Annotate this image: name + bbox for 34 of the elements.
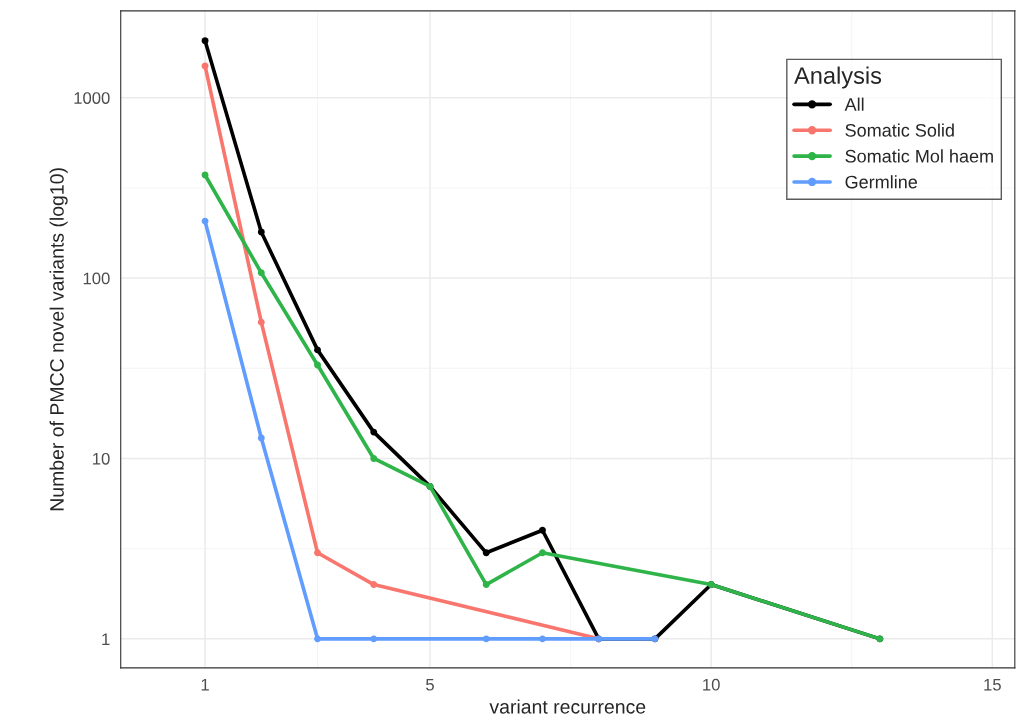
y-axis-title: Number of PMCC novel variants (log10) <box>49 168 68 511</box>
point <box>314 549 321 557</box>
point <box>201 37 209 45</box>
legend-title: Analysis <box>794 66 882 89</box>
point <box>370 428 378 436</box>
x-tick-label: 5 <box>426 678 434 691</box>
point <box>257 228 265 236</box>
point <box>482 581 490 589</box>
point <box>370 635 378 643</box>
point <box>257 434 265 442</box>
point <box>538 549 546 557</box>
x-tick-label: 1 <box>201 678 209 691</box>
legend-label: All <box>844 97 864 111</box>
y-tick-label: 10 <box>93 452 110 465</box>
point <box>257 269 265 277</box>
y-tick-label: 1 <box>102 633 110 645</box>
legend-label: Somatic Mol haem <box>845 149 993 163</box>
point <box>257 318 265 326</box>
x-tick-label: 15 <box>984 678 1001 691</box>
point <box>482 549 490 557</box>
point <box>370 581 378 589</box>
x-axis-title: variant recurrence <box>489 699 646 714</box>
x-tick-label: 10 <box>703 678 720 691</box>
legend-label: Somatic Solid <box>845 123 954 137</box>
point <box>370 455 378 462</box>
y-tick-label: 100 <box>83 272 110 285</box>
legend-label: Germline <box>845 175 918 189</box>
point <box>538 635 546 643</box>
point <box>314 361 321 369</box>
y-tick-label: 1000 <box>74 92 110 104</box>
point <box>482 635 490 643</box>
point <box>538 526 546 534</box>
point <box>314 635 321 643</box>
point <box>314 346 321 354</box>
